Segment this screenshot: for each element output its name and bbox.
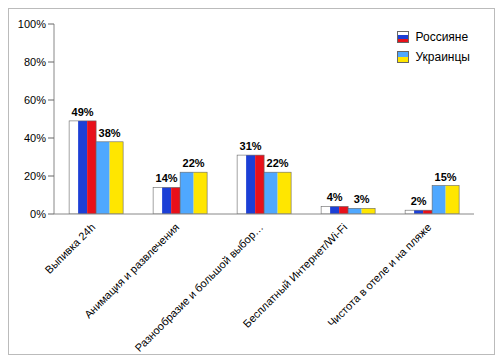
- svg-text:15%: 15%: [435, 171, 457, 183]
- svg-text:49%: 49%: [72, 106, 94, 118]
- svg-text:40%: 40%: [24, 132, 46, 144]
- svg-text:20%: 20%: [24, 170, 46, 182]
- svg-text:38%: 38%: [99, 127, 121, 139]
- svg-text:4%: 4%: [327, 191, 343, 203]
- html-text:Россияне: Россияне: [415, 30, 469, 44]
- svg-text:Разнообразие и большой выбор…: Разнообразие и большой выбор…: [132, 221, 265, 354]
- svg-text:100%: 100%: [18, 18, 46, 30]
- html-text:Украинцы: Украинцы: [415, 50, 470, 64]
- svg-text:14%: 14%: [156, 172, 178, 184]
- svg-text:Выпивка 24h: Выпивка 24h: [42, 221, 97, 276]
- svg-text:Бесплатный Интернет/Wi-Fi: Бесплатный Интернет/Wi-Fi: [240, 220, 350, 330]
- svg-text:Чистота в отеле и на пляже: Чистота в отеле и на пляже: [325, 221, 433, 329]
- svg-text:22%: 22%: [267, 157, 289, 169]
- svg-text:Анимация и развлечения: Анимация и развлечения: [82, 221, 182, 321]
- svg-text:22%: 22%: [183, 157, 205, 169]
- svg-text:60%: 60%: [24, 94, 46, 106]
- svg-text:0%: 0%: [30, 208, 46, 220]
- svg-text:3%: 3%: [354, 193, 370, 205]
- svg-text:31%: 31%: [240, 140, 262, 152]
- svg-text:2%: 2%: [411, 195, 427, 207]
- svg-text:80%: 80%: [24, 56, 46, 68]
